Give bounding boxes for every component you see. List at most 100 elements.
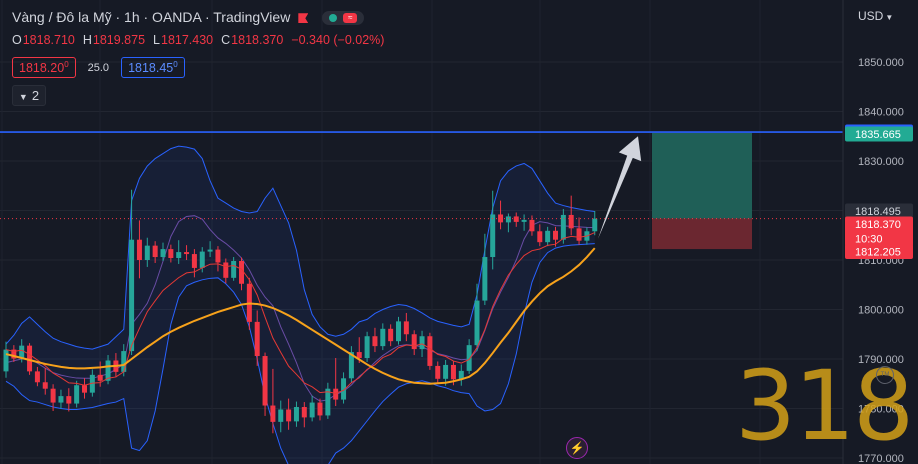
indicator-lines <box>5 232 596 394</box>
position-zones[interactable] <box>652 132 752 250</box>
price-tick-label: 1770.000 <box>858 453 904 464</box>
candle-body <box>152 245 158 258</box>
candle-body <box>74 385 80 404</box>
candle-body <box>215 249 221 263</box>
chevron-down-icon: ▼ <box>18 92 28 102</box>
candle-body <box>301 407 307 418</box>
candle-body <box>176 252 182 259</box>
candle-body <box>191 254 197 268</box>
candle-body <box>239 260 244 284</box>
crosshair-price-label-bg <box>845 203 913 219</box>
candle-body <box>254 321 260 357</box>
candle-body <box>278 409 284 422</box>
candle-body <box>403 321 409 335</box>
bollinger-lower-line <box>5 243 595 464</box>
price-axis[interactable]: 1850.0001840.0001830.0001820.0001810.000… <box>842 0 918 464</box>
high-label: H <box>82 33 92 47</box>
candle-body <box>450 364 456 380</box>
buy-button[interactable]: 1818.450 <box>121 57 185 79</box>
price-tick-label: 1790.000 <box>858 354 904 366</box>
candle-body <box>427 336 433 366</box>
candle-body <box>82 385 87 393</box>
candle-body <box>262 356 268 406</box>
candle-body <box>545 230 551 243</box>
lightning-icon[interactable]: ⚡ <box>566 437 588 459</box>
candle-body <box>231 260 237 278</box>
price-tick-label: 1780.000 <box>858 404 904 416</box>
ohlc-readout: O1818.710 H1819.875 L1817.430 C1818.370 −0.3… <box>12 33 392 47</box>
ema-line <box>5 232 595 394</box>
drawing-overlays[interactable] <box>0 131 843 239</box>
candle-body <box>592 218 598 232</box>
candle-body <box>293 407 299 422</box>
trade-buttons: 1818.200 25.0 1818.450 <box>12 57 185 79</box>
stop-price-label: 1812.205 <box>855 247 901 259</box>
stop-loss-zone[interactable] <box>652 218 752 250</box>
candle-body <box>466 345 472 371</box>
price-tick-label: 1830.000 <box>858 156 904 168</box>
trademark-icon: TM <box>876 366 894 384</box>
candle-body <box>560 214 566 240</box>
candle-body <box>58 396 64 403</box>
change-value: −0.340 (−0.02%) <box>291 33 385 47</box>
candle-body <box>168 249 174 259</box>
last-price-label-countdown: 10:30 <box>855 234 883 246</box>
candle-body <box>474 300 480 346</box>
stop-price-label-bg <box>845 244 913 260</box>
candle-body <box>513 216 519 222</box>
candle-body <box>490 214 496 258</box>
market-status-icon[interactable]: ≈ <box>322 11 365 26</box>
price-tick-label: 1840.000 <box>858 107 904 119</box>
take-profit-zone[interactable] <box>652 132 752 219</box>
bollinger-fill <box>6 146 595 464</box>
candle-body <box>223 262 229 278</box>
candle-body <box>333 388 339 400</box>
candle-body <box>411 334 417 350</box>
chevron-down-icon: ▼ <box>885 13 894 22</box>
candle-body <box>3 349 9 372</box>
candle-body <box>34 371 40 383</box>
chart-header: Vàng / Đô la Mỹ · 1h · OANDA · TradingVi… <box>12 9 365 26</box>
flag-icon[interactable] <box>298 13 309 24</box>
last-price-label: 1818.370 <box>855 219 901 231</box>
indicator-count: 2 <box>31 88 40 103</box>
candle-body <box>317 402 323 416</box>
candle-body <box>270 405 276 422</box>
candle-body <box>66 396 72 404</box>
candle-body <box>199 251 205 268</box>
candle-body <box>207 249 213 252</box>
candle-body <box>184 252 190 255</box>
open-label: O <box>12 33 22 47</box>
spread-value: 25.0 <box>87 61 110 74</box>
candle-body <box>505 216 511 223</box>
candle-body <box>396 321 401 342</box>
candle-body <box>348 352 354 379</box>
candle-body <box>27 345 33 372</box>
candle-body <box>537 231 543 243</box>
sell-button[interactable]: 1818.200 <box>12 57 76 79</box>
bollinger-basis-line <box>5 215 595 402</box>
candle-body <box>356 352 362 359</box>
candle-body <box>309 402 315 418</box>
target-price-label-bg <box>845 126 913 142</box>
candle-body <box>576 228 582 241</box>
price-tick-label: 1800.000 <box>858 305 904 317</box>
candle-body <box>443 364 449 379</box>
currency-selector[interactable]: USD ▼ <box>858 9 894 23</box>
target-price-label: 1835.665 <box>855 129 901 141</box>
symbol-title[interactable]: Vàng / Đô la Mỹ · 1h · OANDA · TradingVi… <box>12 9 291 25</box>
candle-body <box>121 351 127 372</box>
candle-body <box>286 409 292 422</box>
open-value: 1818.710 <box>22 33 75 47</box>
indicators-toggle-button[interactable]: ▼ 2 <box>12 85 46 106</box>
candle-body <box>388 328 394 342</box>
candle-body <box>341 378 347 400</box>
crosshair-price-label: 1818.495 <box>855 206 901 218</box>
candle-body <box>482 257 488 301</box>
chart-grid <box>0 61 843 459</box>
candle-body <box>419 336 425 350</box>
bollinger-upper-line <box>5 145 595 350</box>
moving-average-line <box>5 247 596 385</box>
arrow-drawing[interactable] <box>598 136 642 239</box>
